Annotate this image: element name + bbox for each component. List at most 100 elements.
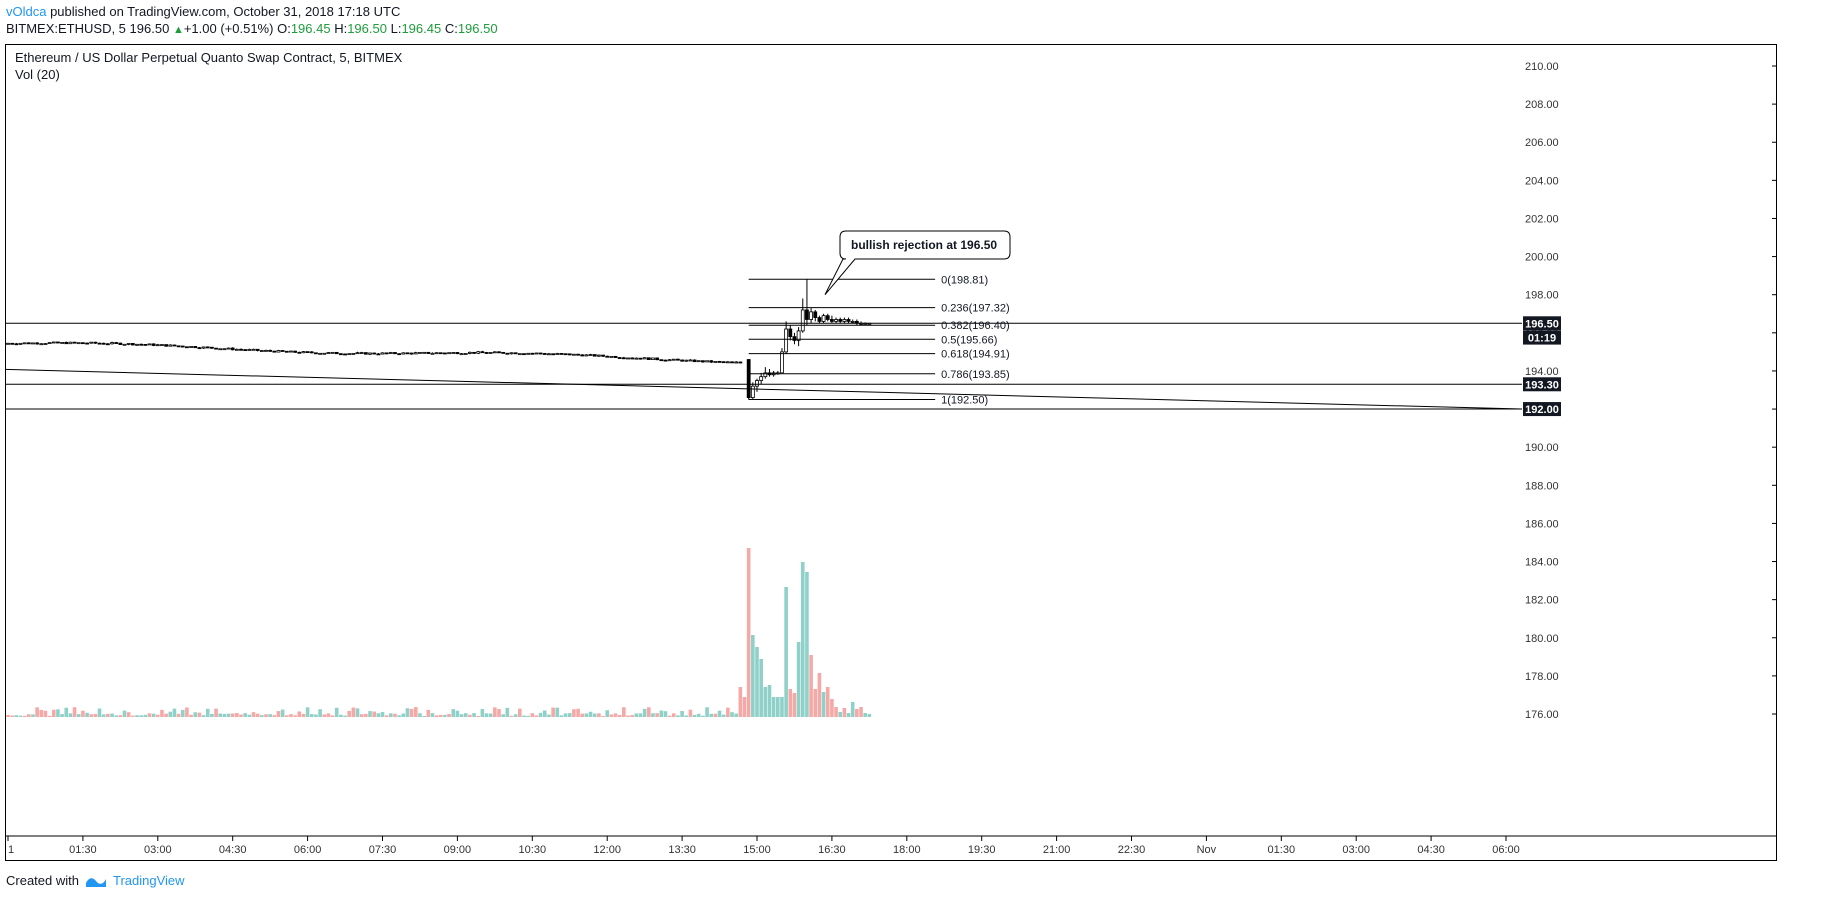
volume-bar-bull — [680, 711, 684, 717]
volume-bar-bear — [671, 713, 676, 717]
volume-legend: Vol (20) — [15, 67, 60, 82]
volume-bar-bear — [39, 709, 44, 717]
y-tick-label: 194.00 — [1525, 366, 1559, 378]
candle-body — [76, 342, 81, 345]
candle-body — [563, 353, 568, 356]
volume-bar-bear — [289, 714, 293, 717]
volume-bar-bull — [488, 713, 493, 717]
volume-bar-bull — [314, 714, 318, 717]
volume-bar-bear — [118, 715, 123, 717]
volume-bar-bull — [522, 715, 526, 717]
volume-bar-bear — [364, 713, 368, 717]
volume-bar-bull — [226, 713, 231, 717]
candle-body — [155, 344, 160, 347]
candle-body — [264, 349, 268, 352]
volume-bar-bear — [10, 715, 14, 717]
y-tick-label: 188.00 — [1525, 480, 1559, 492]
candle-body — [68, 341, 73, 345]
volume-bar-bull — [260, 715, 264, 717]
fib-level-label: 0.618(194.91) — [941, 349, 1010, 361]
publish-info: vOldca published on TradingView.com, Oct… — [6, 4, 400, 19]
volume-bar-bull — [85, 712, 89, 717]
volume-bar-bull — [763, 687, 768, 717]
volume-bar-bear — [576, 708, 580, 717]
volume-bar-bear — [276, 711, 281, 717]
tradingview-brand-link[interactable]: TradingView — [112, 873, 185, 888]
volume-bar-bear — [434, 715, 439, 717]
candle-body — [359, 352, 364, 354]
candle-body — [721, 361, 726, 364]
candle-body — [659, 359, 664, 362]
volume-bar-bear — [272, 715, 277, 717]
volume-bar-bull — [68, 713, 73, 717]
symbol-info: BITMEX:ETHUSD, 5 196.50 ▲+1.00 (+0.51%) … — [6, 21, 498, 36]
candle-body — [280, 350, 285, 352]
candle-body — [114, 342, 119, 344]
x-tick-label: 03:00 — [144, 844, 172, 856]
candle-body — [709, 360, 714, 363]
volume-bar-bull — [172, 708, 177, 717]
candle-body — [105, 343, 110, 346]
candle-body — [572, 353, 576, 356]
candle-body — [60, 341, 64, 344]
volume-bar-bull — [56, 709, 60, 717]
volume-bar-bull — [588, 711, 593, 717]
volume-bar-bull — [451, 709, 456, 717]
y-tick-label: 210.00 — [1525, 61, 1559, 73]
volume-bar-bear — [147, 713, 152, 717]
volume-bar-bull — [863, 713, 867, 717]
candle-body — [821, 315, 826, 322]
volume-bar-bear — [497, 709, 501, 717]
price-axis-label-box — [1523, 402, 1561, 417]
volume-bar-bear — [738, 687, 743, 717]
x-tick-label: 15:00 — [743, 844, 771, 856]
volume-bar-bull — [405, 708, 410, 717]
x-tick-label: 10:30 — [519, 844, 547, 856]
volume-bar-bull — [401, 713, 406, 717]
volume-bar-bull — [542, 710, 547, 717]
y-tick-label: 186.00 — [1525, 518, 1559, 530]
price-chart[interactable]: Ethereum / US Dollar Perpetual Quanto Sw… — [4, 44, 1779, 861]
chart-container[interactable]: Ethereum / US Dollar Perpetual Quanto Sw… — [4, 44, 1779, 861]
footer: Created with TradingView — [6, 873, 185, 888]
volume-bar-bear — [393, 713, 397, 717]
open-label: O: — [277, 21, 291, 36]
candle-body — [834, 319, 838, 322]
volume-bar-bear — [834, 707, 838, 717]
candle-body — [455, 352, 460, 355]
candle-body — [642, 357, 647, 360]
candle-body — [517, 353, 522, 356]
candle-body — [251, 348, 256, 351]
volume-bar-bear — [409, 708, 414, 717]
candle-body — [409, 352, 414, 355]
y-tick-label: 208.00 — [1525, 99, 1559, 111]
volume-bar-bull — [201, 715, 206, 717]
candle-body — [755, 380, 759, 387]
candle-body — [825, 315, 830, 320]
up-arrow-icon: ▲ — [172, 24, 184, 36]
candle-body — [305, 351, 310, 354]
volume-bar-bull — [168, 711, 173, 717]
candle-body — [101, 342, 106, 345]
volume-bar-bear — [622, 707, 626, 717]
candle-body — [31, 342, 35, 345]
annotation-callout — [824, 230, 1011, 296]
candle-body — [122, 343, 127, 346]
volume-bar-bull — [318, 709, 322, 717]
volume-bar-bull — [605, 710, 609, 717]
author-link[interactable]: vOldca — [6, 4, 47, 19]
candle-body — [81, 342, 85, 345]
candle-body — [284, 350, 289, 353]
close-label: C: — [444, 21, 458, 36]
candle-body — [850, 320, 855, 323]
volume-bar-bear — [830, 699, 834, 717]
candle-body — [651, 357, 655, 361]
candle-body — [268, 349, 273, 352]
volume-bar-bear — [842, 708, 847, 717]
volume-bar-bull — [101, 714, 106, 717]
volume-bar-bull — [784, 587, 788, 717]
candle-body — [738, 361, 743, 364]
x-tick-label: 03:00 — [1342, 844, 1370, 856]
candle-body — [805, 309, 809, 320]
price-axis-label-box — [1523, 316, 1561, 331]
